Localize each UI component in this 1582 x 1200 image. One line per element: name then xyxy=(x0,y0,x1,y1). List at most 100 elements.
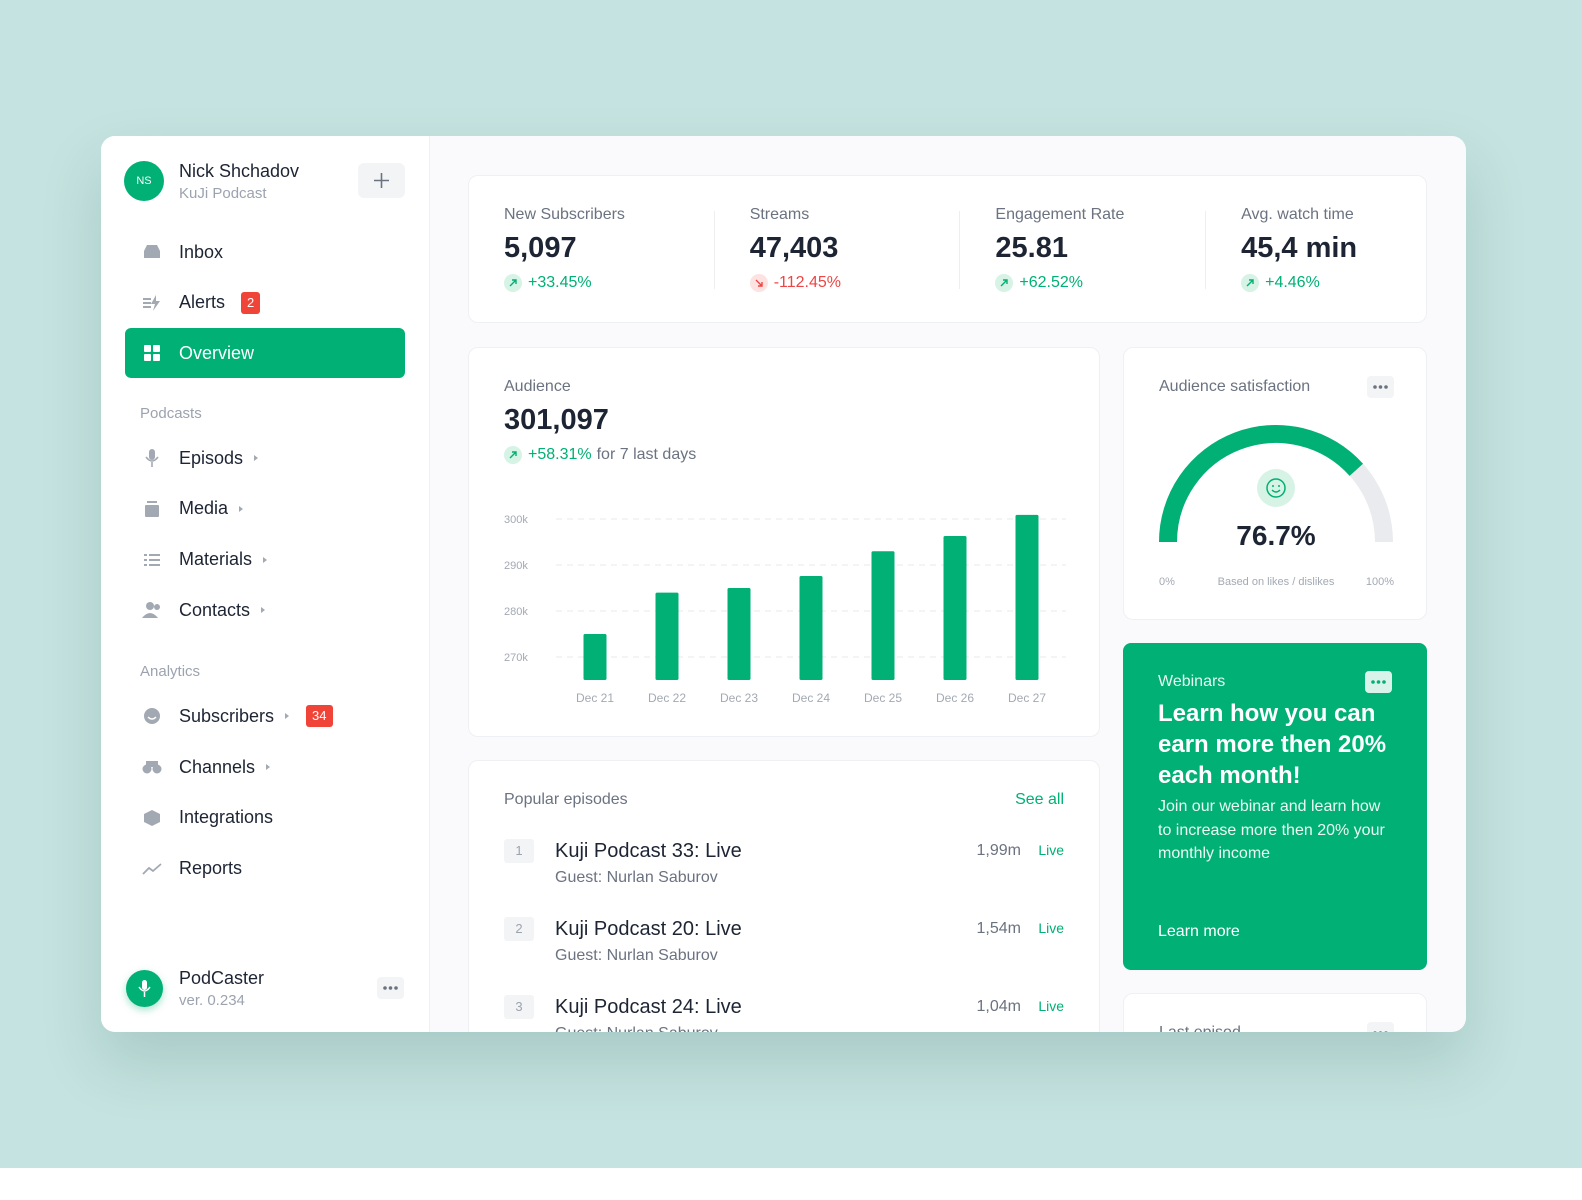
nav-item[interactable]: Channels xyxy=(179,752,271,782)
dot xyxy=(1384,385,1388,389)
dot xyxy=(1379,1031,1382,1032)
dot xyxy=(1376,680,1381,684)
icon-shape xyxy=(149,553,160,556)
bar xyxy=(799,576,823,680)
nav-item[interactable]: Contacts xyxy=(179,595,266,625)
gauge-value-label: 76.7% xyxy=(1236,520,1315,551)
caret xyxy=(285,713,290,720)
more-button[interactable] xyxy=(1367,376,1394,398)
badge: 34 xyxy=(306,705,333,728)
nav-item[interactable]: Alerts 2 xyxy=(179,288,261,318)
avatar: NS xyxy=(124,161,164,201)
icon-shape xyxy=(147,716,157,720)
nav-item[interactable]: Reports xyxy=(179,854,242,884)
satisfaction-card: Audience satisfaction 76.7% 0% 100% Based on… xyxy=(1123,347,1427,620)
more-button[interactable] xyxy=(1365,671,1392,693)
change: -112.45% xyxy=(774,272,841,294)
more-button[interactable] xyxy=(377,977,404,999)
icon-shape xyxy=(144,354,151,361)
bottom-strip xyxy=(0,1168,1582,1200)
nav-label: Channels xyxy=(179,756,256,777)
stat-label: Avg. watch time xyxy=(1241,205,1354,223)
icon-shape xyxy=(142,613,158,619)
trend-icon xyxy=(995,274,1014,292)
icon-shape xyxy=(144,708,160,725)
episode-guest: Guest: Nurlan Saburov xyxy=(555,946,718,964)
episode-rank: 1 xyxy=(504,839,534,863)
nav-item[interactable]: Materials xyxy=(179,545,268,575)
icon-shape xyxy=(154,604,160,611)
nav-icon xyxy=(142,761,162,774)
nav-item[interactable]: Integrations xyxy=(179,803,273,833)
nav-icon xyxy=(144,809,160,826)
nav-label: Reports xyxy=(179,858,243,879)
nav-label: Inbox xyxy=(179,241,224,262)
change: +4.46% xyxy=(1265,272,1320,294)
bar-chart: 270k 280k 290k 300k Dec 21 Dec 22 Dec 23 Dec 24… xyxy=(504,514,1066,705)
episode-title[interactable]: Kuji Podcast 20: Live xyxy=(555,918,742,940)
submenu-caret xyxy=(254,455,259,461)
trend-arrow xyxy=(509,279,517,287)
change-note: for 7 last days xyxy=(596,446,697,463)
dot xyxy=(1382,680,1386,684)
caret xyxy=(266,764,271,770)
nav-icon xyxy=(145,449,159,467)
user-subtitle: KuJi Podcast xyxy=(179,184,267,202)
bar xyxy=(583,634,607,680)
nav-item[interactable]: Inbox xyxy=(179,237,223,267)
nav-item[interactable]: Media xyxy=(179,494,244,524)
caret xyxy=(254,455,259,461)
nav-icon xyxy=(144,245,160,258)
y-tick-label: 270k xyxy=(504,652,528,664)
more-icon xyxy=(1373,1031,1388,1032)
change-value: +58.31% xyxy=(528,446,592,463)
icon-shape xyxy=(146,602,154,611)
stat-value: 25.81 xyxy=(995,231,1068,264)
mic xyxy=(142,980,147,990)
caret xyxy=(239,505,244,512)
divider xyxy=(959,211,961,289)
trend-arrow xyxy=(755,279,763,287)
dot xyxy=(1384,1031,1388,1032)
nav-item[interactable]: Overview xyxy=(179,338,254,368)
webinar-link[interactable]: Learn more xyxy=(1158,922,1240,940)
icon-shape xyxy=(147,500,157,503)
caret xyxy=(263,556,268,563)
section-title: Analytics xyxy=(140,662,201,680)
submenu-caret xyxy=(239,505,244,512)
webinar-tag: Webinars xyxy=(1158,672,1226,690)
more-icon xyxy=(1371,680,1386,684)
nav-label: Materials xyxy=(179,549,253,570)
nav-item[interactable]: Episods xyxy=(179,443,259,473)
change-value: -112.45% xyxy=(773,274,841,291)
episode-status: Live xyxy=(1038,842,1064,859)
add-button[interactable] xyxy=(358,163,405,198)
y-tick-label: 300k xyxy=(504,514,528,526)
icon-shape xyxy=(144,345,151,352)
episode-title[interactable]: Kuji Podcast 33: Live xyxy=(555,840,742,862)
change: +33.45% xyxy=(528,272,592,294)
smiley-eye xyxy=(1272,485,1274,487)
satisfaction-title: Audience satisfaction xyxy=(1159,377,1311,395)
episode-title[interactable]: Kuji Podcast 24: Live xyxy=(555,996,742,1018)
caret xyxy=(261,607,266,614)
user-name: Nick Shchadov xyxy=(179,161,300,182)
dashboard: NS Nick Shchadov KuJi Podcast Inbox Alerts 2 O… xyxy=(101,136,1466,1032)
x-tick-label: Dec 27 xyxy=(1008,691,1046,705)
see-all-link[interactable]: See all xyxy=(1015,790,1064,808)
gauge-tick-label: 100% xyxy=(1366,576,1394,588)
nav-label: Overview xyxy=(179,342,255,363)
trend-arrow xyxy=(1246,279,1254,287)
icon-shape xyxy=(153,345,160,352)
episode-plays: 1,99m xyxy=(976,841,1021,859)
more-button[interactable] xyxy=(1367,1022,1394,1032)
episode-guest: Guest: Nurlan Saburov xyxy=(555,868,718,886)
smiley-face xyxy=(1266,478,1286,498)
last-episode-title: Last episod xyxy=(1159,1022,1241,1032)
icon-shape xyxy=(153,354,160,361)
more-icon xyxy=(1373,385,1388,389)
dot xyxy=(383,986,387,990)
dot xyxy=(1378,385,1383,389)
nav-item[interactable]: Subscribers 34 xyxy=(179,701,333,731)
nav-icon xyxy=(144,553,160,566)
